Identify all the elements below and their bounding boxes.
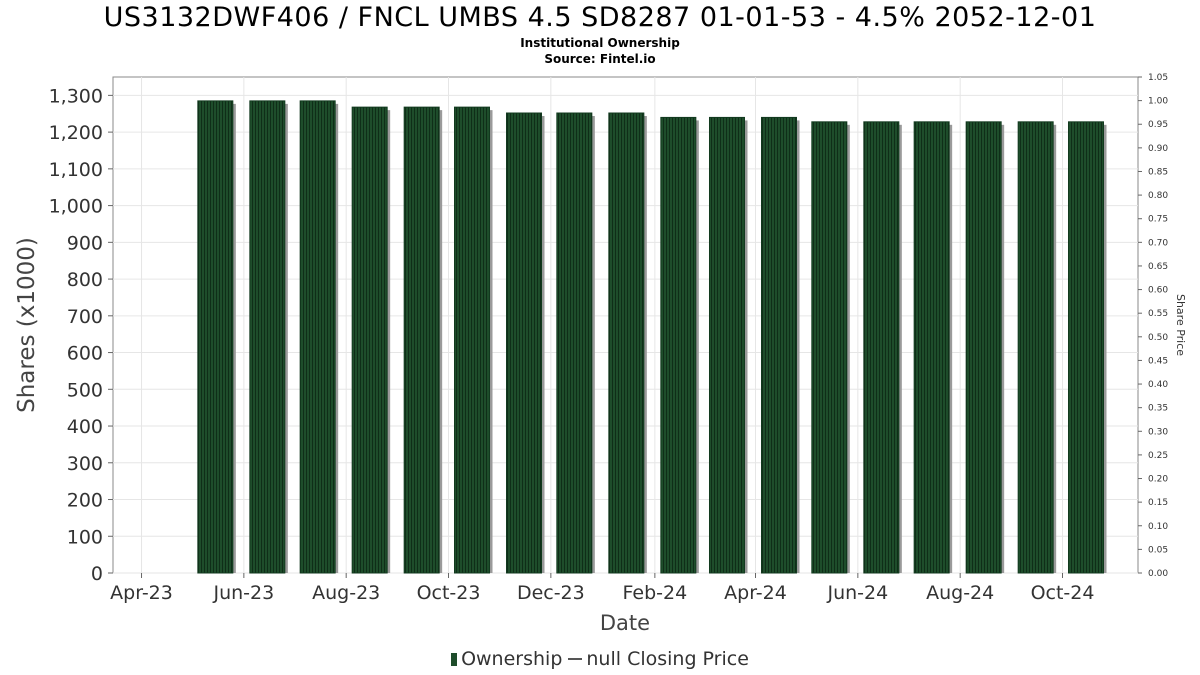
x-axis-label: Date	[600, 611, 650, 635]
ownership-bar	[708, 116, 745, 574]
legend-price-label: null Closing Price	[586, 648, 749, 670]
y-tick-label: 1,000	[49, 196, 103, 218]
y2-tick-label: 0.25	[1148, 451, 1168, 461]
y-tick-label: 500	[67, 379, 103, 401]
y-tick-label: 1,300	[49, 85, 103, 107]
x-tick-label: Oct-23	[417, 582, 481, 604]
y2-tick-label: 0.15	[1148, 498, 1168, 508]
y2-tick-label: 0.45	[1148, 356, 1168, 366]
y2-tick-label: 0.70	[1148, 238, 1168, 248]
y-tick-label: 1,200	[49, 122, 103, 144]
x-tick-label: Aug-24	[926, 582, 994, 604]
price-legend-swatch	[568, 658, 583, 660]
ownership-bar	[351, 106, 388, 574]
ownership-bar	[1067, 121, 1104, 574]
ownership-bar	[913, 121, 950, 574]
ownership-bar	[863, 121, 900, 574]
y-tick-label: 400	[67, 416, 103, 438]
y2-tick-label: 0.65	[1148, 262, 1168, 272]
y2-tick-label: 0.00	[1148, 569, 1168, 579]
x-axis: Apr-23 Jun-23 Aug-23 Oct-23 Dec-23 Feb-24 Apr-…	[110, 573, 1094, 604]
y2-tick-label: 0.85	[1148, 167, 1168, 177]
y2-axis-label: Share Price	[1174, 294, 1187, 356]
ownership-bar	[454, 106, 491, 574]
y-tick-label: 700	[67, 306, 103, 328]
y2-axis: 0.00 0.05 0.10 0.15 0.20 0.25 0.30 0.35 0.40 0.45…	[1138, 73, 1168, 579]
x-tick-label: Feb-24	[623, 582, 688, 604]
y-tick-label: 300	[67, 453, 103, 475]
ownership-bar	[608, 112, 645, 574]
y-tick-label: 1,100	[49, 159, 103, 181]
ownership-bar	[299, 100, 336, 574]
y-tick-label: 200	[67, 490, 103, 512]
y2-tick-label: 0.80	[1148, 191, 1168, 201]
y-axis-label: Shares (x1000)	[14, 237, 40, 413]
y2-tick-label: 0.50	[1148, 333, 1168, 343]
y2-tick-label: 0.75	[1148, 215, 1168, 225]
y-tick-label: 600	[67, 343, 103, 365]
ownership-bar	[403, 106, 440, 574]
y2-tick-label: 0.55	[1148, 309, 1168, 319]
y2-tick-label: 0.35	[1148, 404, 1168, 414]
y-axis: 0 100 200 300 400 500 600 700 800 900 1,000 1,100 1,…	[49, 85, 113, 585]
y-tick-label: 900	[67, 232, 103, 254]
ownership-bar	[556, 112, 593, 574]
y-tick-label: 800	[67, 269, 103, 291]
legend-ownership-label: Ownership	[461, 648, 563, 670]
x-tick-label: Dec-23	[517, 582, 585, 604]
x-tick-label: Oct-24	[1031, 582, 1095, 604]
ownership-bar	[660, 116, 697, 574]
y2-tick-label: 0.10	[1148, 522, 1168, 532]
ownership-bar	[965, 121, 1002, 574]
ownership-bar	[197, 100, 234, 574]
y2-tick-label: 1.00	[1148, 97, 1168, 107]
chart-subtitle: Institutional Ownership	[520, 36, 680, 50]
x-tick-label: Jun-23	[212, 582, 274, 604]
y2-tick-label: 0.95	[1148, 120, 1168, 130]
y2-tick-label: 1.05	[1148, 73, 1168, 83]
x-tick-label: Aug-23	[312, 582, 380, 604]
ownership-bar	[249, 100, 286, 574]
y2-tick-label: 0.40	[1148, 380, 1168, 390]
y2-tick-label: 0.30	[1148, 427, 1168, 437]
y2-tick-label: 0.20	[1148, 475, 1168, 485]
legend: Ownership null Closing Price	[0, 648, 1200, 670]
y-tick-label: 100	[67, 526, 103, 548]
x-tick-label: Jun-24	[826, 582, 888, 604]
ownership-bar	[760, 116, 797, 574]
chart-title: US3132DWF406 / FNCL UMBS 4.5 SD8287 01-0…	[103, 2, 1097, 33]
x-tick-label: Apr-23	[110, 582, 173, 604]
y-tick-label: 0	[91, 563, 103, 585]
y2-tick-label: 0.90	[1148, 144, 1168, 154]
ownership-bar	[811, 121, 848, 574]
y2-tick-label: 0.05	[1148, 545, 1168, 555]
chart-source: Source: Fintel.io	[544, 52, 656, 66]
ownership-bar	[506, 112, 543, 574]
y2-tick-label: 0.60	[1148, 286, 1168, 296]
ownership-legend-swatch	[451, 653, 458, 666]
x-tick-label: Apr-24	[724, 582, 787, 604]
bars	[197, 100, 1107, 574]
ownership-bar	[1017, 121, 1054, 574]
